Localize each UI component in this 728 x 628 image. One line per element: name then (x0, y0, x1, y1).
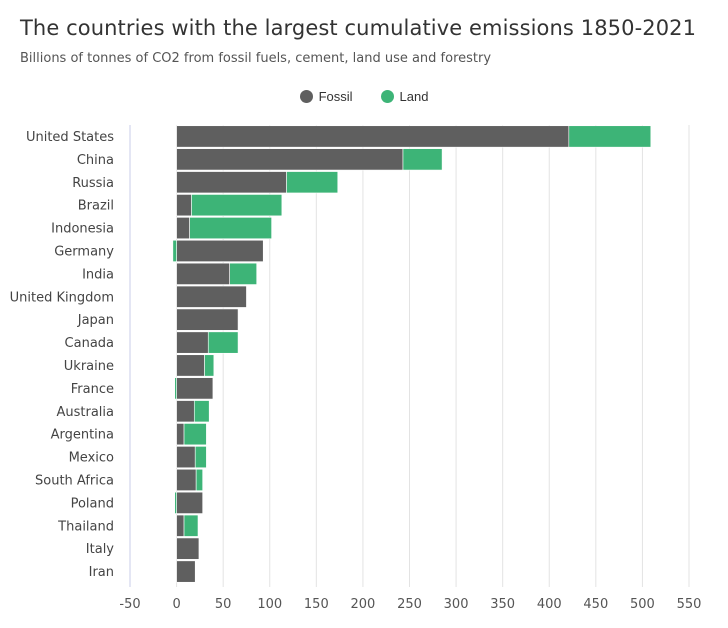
category-label: Japan (77, 313, 114, 328)
bar-land (568, 125, 652, 148)
x-tick-label: 550 (677, 597, 702, 612)
x-tick-label: 300 (444, 597, 469, 612)
category-label: Argentina (51, 428, 114, 443)
bar-land (183, 514, 199, 537)
bar-fossil (176, 537, 200, 560)
category-label: China (77, 153, 114, 168)
category-label: Russia (72, 176, 114, 191)
bar-fossil (176, 377, 214, 400)
bar-fossil (176, 400, 195, 423)
x-tick-label: 100 (257, 597, 282, 612)
bar-land (183, 423, 207, 446)
category-label: Brazil (78, 199, 114, 214)
legend-item-land[interactable]: Land (380, 89, 429, 104)
legend-label-fossil: Fossil (318, 89, 353, 104)
bar-land (286, 171, 339, 194)
category-label: India (82, 267, 114, 282)
bar-land (191, 194, 283, 217)
category-label: Iran (89, 565, 114, 580)
x-tick-label: 250 (397, 597, 422, 612)
bar-fossil (176, 354, 205, 377)
bar-land (195, 468, 203, 491)
legend-swatch-land (380, 90, 394, 103)
bar-fossil (176, 446, 196, 469)
bar-fossil (176, 194, 192, 217)
bar-land (189, 217, 272, 240)
bar-fossil (176, 514, 185, 537)
bar-land (172, 239, 177, 262)
x-tick-label: 50 (215, 597, 232, 612)
x-tick-label: -50 (119, 597, 140, 612)
chart-legend: Fossil Land (0, 89, 728, 104)
category-label: Germany (54, 244, 114, 259)
bar-fossil (176, 285, 247, 308)
bar-fossil (176, 239, 264, 262)
category-label: France (71, 382, 114, 397)
chart-title: The countries with the largest cumulativ… (20, 16, 697, 40)
category-label: Thailand (57, 519, 114, 534)
x-tick-label: 0 (172, 597, 180, 612)
chart-subtitle: Billions of tonnes of CO2 from fossil fu… (20, 51, 492, 66)
bar-fossil (176, 560, 196, 583)
category-label: Indonesia (51, 222, 114, 237)
bar-fossil (176, 171, 287, 194)
category-label: Australia (56, 405, 114, 420)
y-axis: United States China Russia Brazil Indonesia G… (10, 130, 115, 580)
category-label: Ukraine (64, 359, 114, 374)
category-label: Poland (71, 496, 114, 511)
bar-land (193, 400, 210, 423)
bar-fossil (176, 125, 570, 148)
bar-land (194, 446, 207, 469)
bar-fossil (176, 217, 190, 240)
bar-fossil (176, 331, 209, 354)
x-tick-label: 150 (304, 597, 329, 612)
bar-land (174, 377, 177, 400)
category-label: Italy (86, 542, 115, 557)
bar-fossil (176, 423, 185, 446)
bar-fossil (176, 148, 404, 171)
bar-fossil (176, 308, 239, 331)
bars (172, 125, 652, 583)
bar-fossil (176, 491, 203, 514)
bar-land (402, 148, 443, 171)
bar-fossil (176, 468, 197, 491)
category-label: South Africa (35, 473, 114, 488)
category-label: Canada (65, 336, 114, 351)
bar-land (204, 354, 215, 377)
bar-fossil (176, 262, 230, 285)
bar-land (229, 262, 258, 285)
bar-land (207, 331, 239, 354)
x-tick-label: 450 (583, 597, 608, 612)
x-tick-label: 200 (351, 597, 376, 612)
x-axis: -50 0 50 100 150 200 250 300 350 400 450 500 550 (119, 597, 701, 612)
bar-land (174, 491, 177, 514)
category-label: Mexico (69, 451, 114, 466)
legend-label-land: Land (399, 89, 429, 104)
category-label: United States (26, 130, 114, 145)
x-tick-label: 350 (490, 597, 515, 612)
legend-item-fossil[interactable]: Fossil (299, 89, 353, 104)
x-tick-label: 500 (630, 597, 655, 612)
legend-swatch-fossil (299, 90, 313, 103)
category-label: United Kingdom (10, 290, 114, 305)
x-tick-label: 400 (537, 597, 562, 612)
